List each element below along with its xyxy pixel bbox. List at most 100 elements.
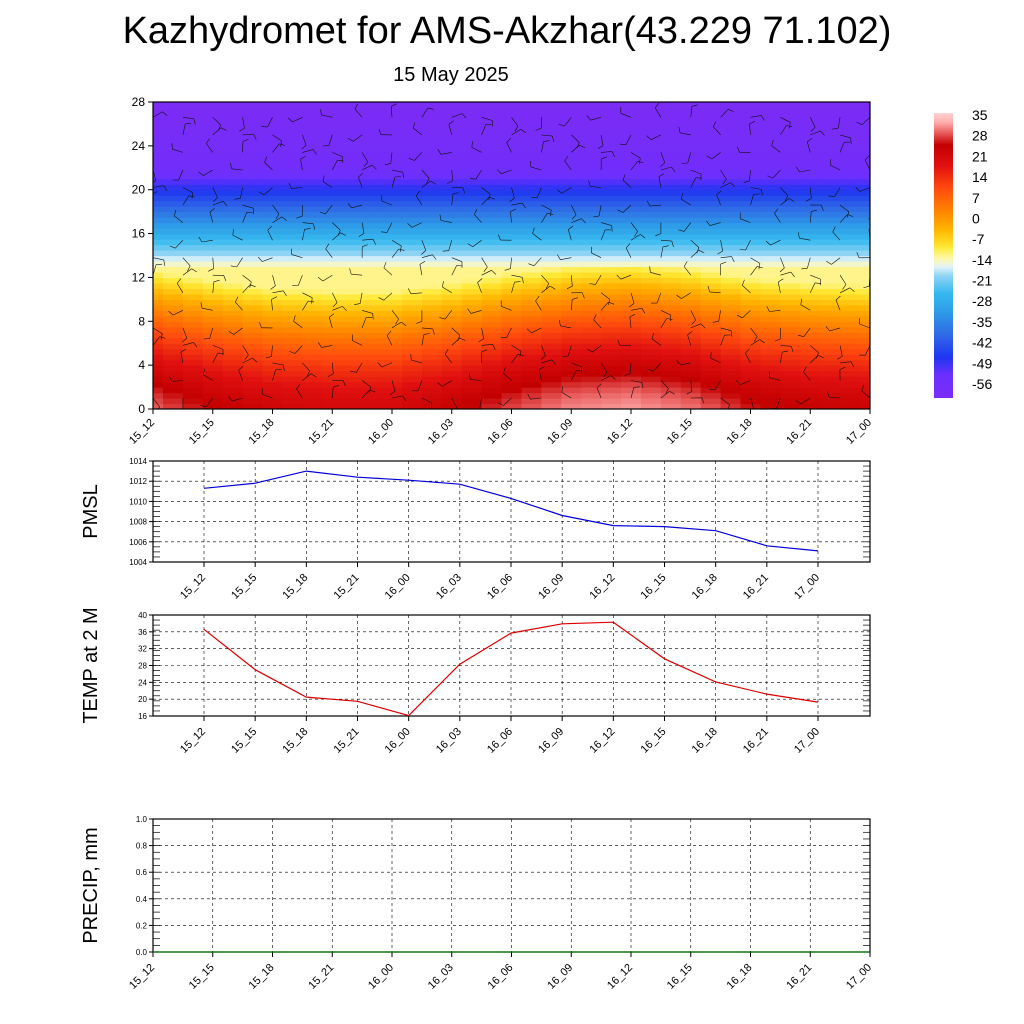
- contour-cell: [481, 156, 503, 163]
- contour-cell: [680, 178, 702, 185]
- wind-barb-flag: [527, 393, 531, 400]
- contour-cell: [640, 118, 662, 125]
- wind-barb-flag: [540, 355, 546, 360]
- y-tick-label: 1006: [129, 538, 147, 547]
- contour-cell: [302, 260, 323, 268]
- contour-cell: [800, 123, 821, 131]
- contour-cell: [441, 315, 463, 322]
- contour-cell: [780, 222, 801, 229]
- contour-cell: [421, 184, 443, 191]
- contour-cell: [740, 195, 762, 202]
- contour-cell: [740, 217, 762, 224]
- contour-cell: [441, 206, 463, 213]
- contour-cell: [282, 282, 303, 289]
- wind-barb: [332, 222, 341, 231]
- contour-cell: [322, 376, 343, 383]
- contour-cell: [740, 293, 762, 300]
- contour-cell: [202, 266, 224, 273]
- contour-cell: [262, 217, 284, 224]
- contour-cell: [840, 293, 861, 300]
- wind-barb-flag: [416, 321, 423, 324]
- contour-cell: [720, 211, 742, 218]
- contour-cell: [541, 337, 562, 344]
- contour-cell: [441, 398, 463, 405]
- contour-cell: [421, 277, 443, 284]
- contour-cell: [640, 195, 662, 202]
- contour-cell: [860, 403, 870, 409]
- wind-barb-flag: [686, 391, 693, 395]
- contour-cell: [601, 321, 622, 328]
- y-axis-title: PMSL: [80, 484, 102, 538]
- wind-barb: [681, 199, 691, 206]
- wind-barb-flag: [646, 200, 651, 207]
- contour-cell: [282, 140, 303, 147]
- wind-barb: [153, 257, 164, 261]
- contour-cell: [262, 102, 284, 109]
- wind-barb: [780, 117, 791, 123]
- wind-barb: [448, 124, 453, 135]
- contour-cell: [561, 326, 582, 333]
- contour-cell: [860, 321, 870, 328]
- wind-barb-flag: [572, 297, 579, 300]
- contour-cell: [521, 370, 542, 377]
- contour-cell: [153, 173, 164, 180]
- contour-cell: [700, 178, 722, 185]
- y-tick-label: 1008: [129, 518, 147, 527]
- contour-cell: [162, 310, 184, 317]
- contour-cell: [680, 321, 702, 328]
- y-tick-label: 24: [138, 678, 147, 687]
- wind-barb-flag: [879, 147, 884, 151]
- contour-cell: [740, 310, 762, 317]
- wind-barb-flag: [407, 223, 413, 228]
- contour-cell: [780, 376, 801, 383]
- y-tick-label: 28: [138, 662, 147, 671]
- contour-cell: [640, 315, 662, 322]
- contour-cell: [561, 337, 582, 344]
- contour-cell: [481, 184, 503, 191]
- contour-cell: [720, 343, 742, 350]
- contour-cell: [282, 107, 303, 114]
- contour-cell: [820, 244, 841, 251]
- y-tick-label: 0.2: [136, 921, 148, 930]
- wind-barb: [780, 271, 791, 276]
- contour-cell: [282, 184, 303, 191]
- contour-cell: [561, 354, 582, 361]
- contour-cell: [322, 239, 343, 246]
- wind-barb: [171, 380, 183, 382]
- contour-cell: [222, 255, 244, 262]
- wind-barb: [650, 134, 662, 140]
- contour-cell: [282, 293, 303, 300]
- contour-cell: [541, 348, 562, 355]
- contour-cell: [382, 211, 403, 218]
- wind-barb-flag: [488, 194, 491, 201]
- wind-barb-flag: [218, 124, 221, 131]
- contour-cell: [282, 304, 303, 311]
- contour-cell: [342, 387, 363, 394]
- contour-cell: [541, 381, 562, 388]
- contour-cell: [222, 293, 244, 300]
- contour-cell: [601, 233, 622, 240]
- contour-cell: [820, 299, 841, 306]
- contour-cell: [242, 173, 264, 180]
- contour-cell: [680, 315, 702, 322]
- contour-cell: [222, 321, 244, 328]
- wind-barb: [182, 124, 186, 135]
- contour-cell: [680, 332, 702, 339]
- contour-cell: [601, 282, 622, 289]
- wind-barb: [302, 373, 312, 381]
- contour-cell: [680, 271, 702, 279]
- wind-barb-flag: [786, 125, 793, 127]
- contour-cell: [740, 288, 762, 295]
- contour-cell: [322, 184, 343, 191]
- contour-cell: [282, 233, 303, 240]
- wind-barb: [629, 316, 632, 328]
- contour-cell: [780, 200, 801, 207]
- contour-cell: [202, 337, 224, 344]
- contour-cell: [521, 288, 542, 295]
- contour-cell: [521, 222, 542, 229]
- x-tick-label: 15_18: [280, 572, 310, 602]
- contour-cell: [840, 167, 861, 174]
- contour-cell: [322, 255, 343, 262]
- contour-cell: [401, 381, 423, 388]
- contour-cell: [601, 348, 622, 355]
